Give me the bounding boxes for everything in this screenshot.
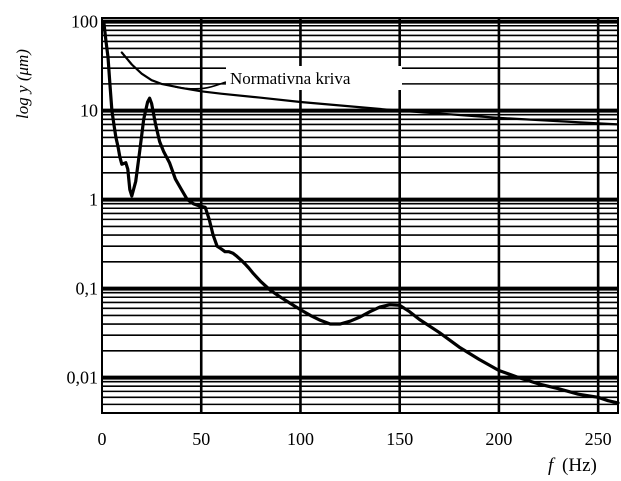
annotation-bg — [226, 66, 402, 90]
annotation-label: Normativna kriva — [230, 69, 351, 88]
grid — [102, 18, 618, 414]
y-tick-label: 0,01 — [67, 368, 99, 388]
y-axis-label: log y (μm) — [13, 49, 32, 119]
series-line-2 — [102, 22, 620, 405]
y-tick-label: 1 — [89, 190, 98, 210]
y-tick-label: 0,1 — [76, 279, 99, 299]
x-axis-label-var: f — [548, 455, 556, 476]
x-tick-label: 50 — [192, 429, 210, 449]
x-tick-label: 150 — [386, 429, 413, 449]
series-line-1 — [120, 51, 620, 126]
x-tick-label: 0 — [98, 429, 107, 449]
annotation-leader-line — [175, 81, 227, 90]
x-tick-label: 250 — [585, 429, 612, 449]
x-tick-label: 200 — [485, 429, 512, 449]
ticks: 0 50 100 150 200 250 100 10 1 0,1 0,01 — [67, 12, 612, 449]
y-tick-label: 10 — [80, 101, 98, 121]
series-layer — [102, 22, 620, 405]
x-tick-label: 100 — [287, 429, 314, 449]
x-axis-label: f (Hz) — [548, 455, 597, 476]
x-axis-label-unit: (Hz) — [562, 455, 597, 476]
annotation: Normativna kriva — [226, 66, 402, 90]
y-tick-label: 100 — [71, 12, 98, 32]
